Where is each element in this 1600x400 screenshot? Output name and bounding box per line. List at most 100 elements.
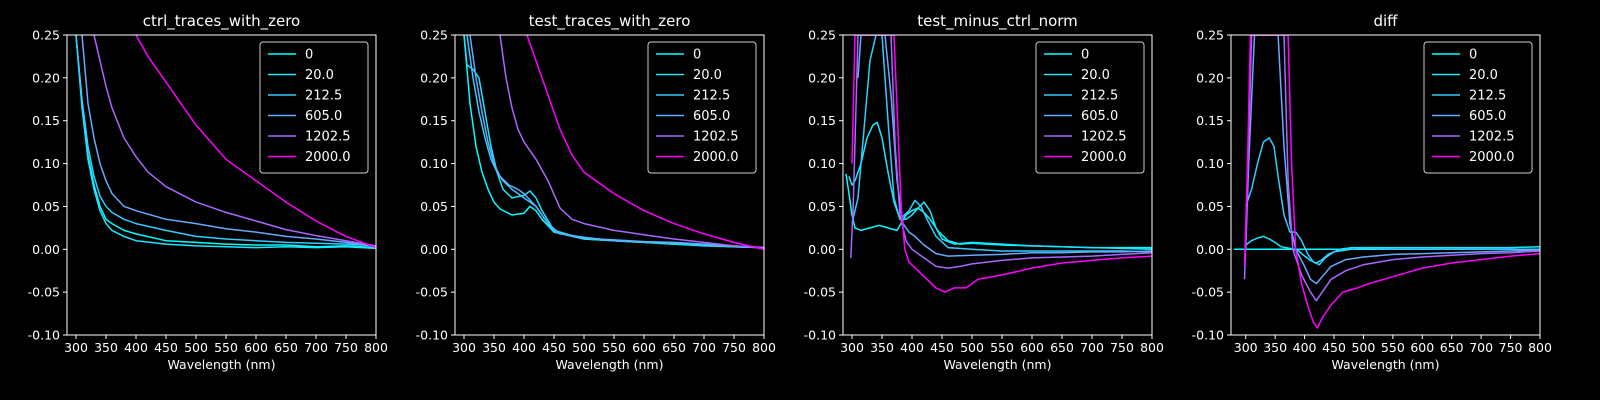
y-tick-label: 0.20 <box>420 70 448 85</box>
series-line-1202.5 <box>1243 35 1540 302</box>
y-tick-label: 0.05 <box>32 199 60 214</box>
series-line-212.5 <box>75 35 376 247</box>
x-tick-label: 800 <box>1528 340 1552 355</box>
x-tick-label: 800 <box>1140 340 1164 355</box>
legend: 0 20.0 212.5 605.0 1202.5 2000.0 <box>1035 41 1145 174</box>
x-tick-label: 500 <box>572 340 596 355</box>
legend-entry-label: 0 <box>1469 48 1477 63</box>
y-tick-label: -0.05 <box>1192 285 1224 300</box>
series-line-605.0 <box>857 35 1152 257</box>
series-line-2000.0 <box>526 35 764 251</box>
x-tick-label: 450 <box>930 340 954 355</box>
x-tick-label: 350 <box>1263 340 1287 355</box>
y-tick-label: 0.25 <box>1196 28 1224 43</box>
series-line-212.5 <box>851 35 1152 253</box>
x-tick-label: 400 <box>512 340 536 355</box>
axes-frame <box>842 34 1153 336</box>
chart-panel-2: 300 350 400 450 500 550 600 650 700 750 800 -0.10 -0… <box>416 12 776 372</box>
chart-title: ctrl_traces_with_zero <box>143 12 300 31</box>
y-tick-label: 0.15 <box>808 113 836 128</box>
series-line-605.0 <box>81 35 376 247</box>
x-tick-label: 400 <box>900 340 924 355</box>
legend-entry-label: 605.0 <box>305 109 342 124</box>
y-tick-label: 0.15 <box>420 113 448 128</box>
legend-entry-label: 605.0 <box>1469 109 1506 124</box>
series-line-212.5 <box>1244 137 1540 266</box>
legend-entry-label: 212.5 <box>305 89 342 104</box>
legend-entry-label: 0 <box>693 48 701 63</box>
x-tick-label: 650 <box>1050 340 1074 355</box>
x-tick-label: 350 <box>94 340 118 355</box>
legend-entry-label: 1202.5 <box>693 130 739 145</box>
legend-entry-label: 605.0 <box>1081 109 1118 124</box>
y-tick-label: 0.05 <box>808 199 836 214</box>
series-line-20.0 <box>75 35 376 250</box>
axes-frame <box>1230 34 1541 336</box>
x-tick-label: 750 <box>334 340 358 355</box>
y-tick-label: 0.00 <box>420 242 448 257</box>
legend-entry-label: 2000.0 <box>305 150 351 165</box>
y-tick-label: -0.05 <box>28 285 60 300</box>
y-tick-label: 0.15 <box>32 113 60 128</box>
series-line-1202.5 <box>93 35 376 247</box>
x-tick-label: 300 <box>840 340 864 355</box>
y-tick-label: 0.10 <box>1196 156 1224 171</box>
series-group <box>1233 35 1540 329</box>
x-tick-label: 600 <box>1410 340 1434 355</box>
series-line-2000.0 <box>851 35 1152 293</box>
x-axis-label: Wavelength (nm) <box>1332 357 1440 372</box>
x-axis-label: Wavelength (nm) <box>556 357 664 372</box>
y-tick-label: 0.25 <box>808 28 836 43</box>
chart-panel-3: 300 350 400 450 500 550 600 650 700 750 800 -0.10 -0… <box>804 12 1164 372</box>
series-line-2000.0 <box>1243 35 1540 329</box>
y-tick-label: -0.05 <box>804 285 836 300</box>
y-tick-label: -0.10 <box>1192 328 1224 343</box>
legend: 0 20.0 212.5 605.0 1202.5 2000.0 <box>259 41 369 174</box>
x-tick-label: 600 <box>244 340 268 355</box>
y-tick-label: 0.20 <box>808 70 836 85</box>
legend-entry-label: 212.5 <box>1081 89 1118 104</box>
x-tick-label: 450 <box>1322 340 1346 355</box>
y-tick-label: 0.10 <box>808 156 836 171</box>
series-line-2000.0 <box>135 35 376 249</box>
legend-entry-label: 605.0 <box>693 109 730 124</box>
legend-entry-label: 0 <box>305 48 313 63</box>
y-tick-label: -0.10 <box>416 328 448 343</box>
legend-entry-label: 1202.5 <box>1081 130 1127 145</box>
x-tick-label: 550 <box>214 340 238 355</box>
series-line-1202.5 <box>850 35 1152 269</box>
x-tick-label: 650 <box>1440 340 1464 355</box>
x-tick-label: 650 <box>662 340 686 355</box>
x-tick-label: 700 <box>304 340 328 355</box>
x-tick-label: 650 <box>274 340 298 355</box>
x-tick-label: 450 <box>542 340 566 355</box>
legend: 0 20.0 212.5 605.0 1202.5 2000.0 <box>647 41 757 174</box>
series-group <box>75 35 376 250</box>
chart-title: test_traces_with_zero <box>529 12 691 31</box>
series-line-20.0 <box>848 121 1152 251</box>
x-tick-label: 550 <box>602 340 626 355</box>
x-tick-label: 300 <box>452 340 476 355</box>
y-tick-label: 0.00 <box>808 242 836 257</box>
x-tick-label: 800 <box>364 340 388 355</box>
x-tick-label: 750 <box>1110 340 1134 355</box>
x-tick-label: 700 <box>1469 340 1493 355</box>
legend-entry-label: 212.5 <box>693 89 730 104</box>
legend-entry-label: 1202.5 <box>1469 130 1515 145</box>
legend-entry-label: 2000.0 <box>1469 150 1515 165</box>
x-tick-label: 400 <box>1293 340 1317 355</box>
x-tick-label: 350 <box>482 340 506 355</box>
x-tick-label: 500 <box>1351 340 1375 355</box>
legend-entry-label: 2000.0 <box>1081 150 1127 165</box>
x-tick-label: 600 <box>1020 340 1044 355</box>
y-tick-label: 0.05 <box>420 199 448 214</box>
y-tick-label: 0.10 <box>32 156 60 171</box>
legend-entry-label: 2000.0 <box>693 150 739 165</box>
legend-entry-label: 212.5 <box>1469 89 1506 104</box>
x-tick-label: 500 <box>960 340 984 355</box>
x-tick-label: 350 <box>870 340 894 355</box>
y-tick-label: 0.25 <box>420 28 448 43</box>
x-tick-label: 300 <box>1234 340 1258 355</box>
legend-entry-label: 0 <box>1081 48 1089 63</box>
